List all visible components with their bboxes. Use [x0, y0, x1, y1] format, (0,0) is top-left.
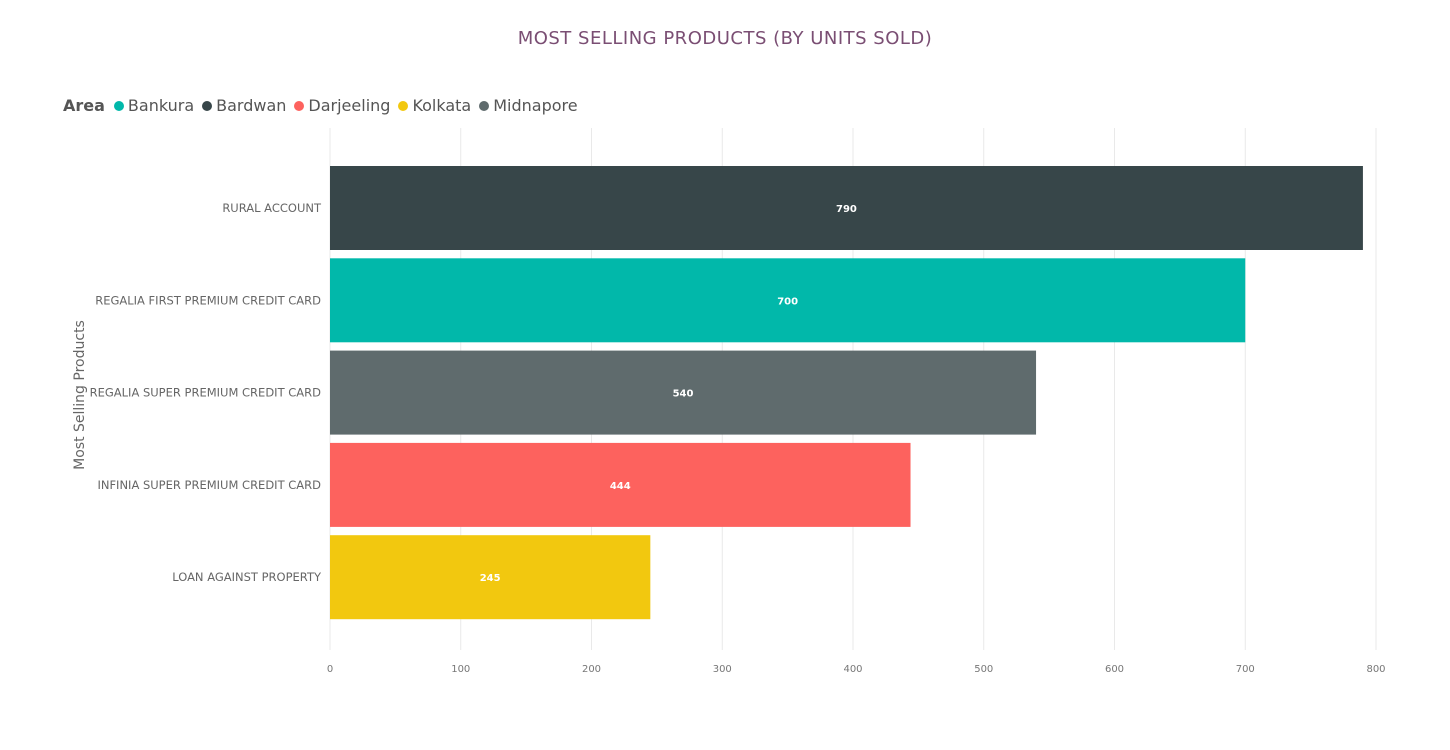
legend: Area Bankura Bardwan Darjeeling Kolkata … [63, 96, 586, 115]
legend-label: Kolkata [412, 96, 472, 115]
data-label: 540 [673, 389, 694, 400]
legend-label: Bankura [127, 96, 195, 115]
x-tick-label: 500 [974, 664, 993, 675]
bar[interactable] [330, 350, 1037, 435]
legend-item-bardwan[interactable]: Bardwan [202, 96, 286, 115]
x-tick-label: 600 [1105, 664, 1124, 675]
legend-label: Midnapore [493, 96, 578, 115]
legend-item-bankura[interactable]: Bankura [113, 96, 195, 115]
category-label: REGALIA FIRST PREMIUM CREDIT CARD [95, 293, 321, 307]
x-tick-label: 300 [713, 664, 732, 675]
category-label: LOAN AGAINST PROPERTY [172, 570, 322, 584]
x-tick-label: 200 [582, 664, 601, 675]
legend-dot-icon [113, 100, 124, 111]
legend-dot-icon [479, 100, 490, 111]
category-label: INFINIA SUPER PREMIUM CREDIT CARD [97, 478, 321, 492]
legend-dot-icon [294, 100, 305, 111]
bar[interactable] [330, 258, 1246, 343]
legend-label: Bardwan [216, 96, 287, 115]
category-label: RURAL ACCOUNT [222, 201, 322, 215]
data-label: 245 [480, 573, 501, 584]
x-tick-label: 400 [843, 664, 862, 675]
chart-title: MOST SELLING PRODUCTS (BY UNITS SOLD) [517, 28, 933, 49]
legend-item-kolkata[interactable]: Kolkata [398, 96, 471, 115]
data-label: 790 [836, 204, 857, 215]
bar[interactable] [330, 166, 1363, 250]
x-tick-label: 100 [451, 664, 470, 675]
x-tick-label: 800 [1366, 664, 1385, 675]
category-label: REGALIA SUPER PREMIUM CREDIT CARD [90, 386, 322, 400]
x-tick-label: 0 [327, 664, 333, 675]
legend-item-darjeeling[interactable]: Darjeeling [294, 96, 390, 115]
bar[interactable] [330, 535, 651, 620]
x-tick-label: 700 [1236, 664, 1255, 675]
data-label: 700 [777, 296, 798, 307]
legend-item-midnapore[interactable]: Midnapore [479, 96, 578, 115]
bar[interactable] [330, 442, 911, 527]
legend-dot-icon [398, 100, 409, 111]
legend-dot-icon [202, 100, 213, 111]
data-label: 444 [610, 481, 631, 492]
legend-label: Darjeeling [308, 96, 391, 115]
legend-title: Area [63, 96, 105, 115]
